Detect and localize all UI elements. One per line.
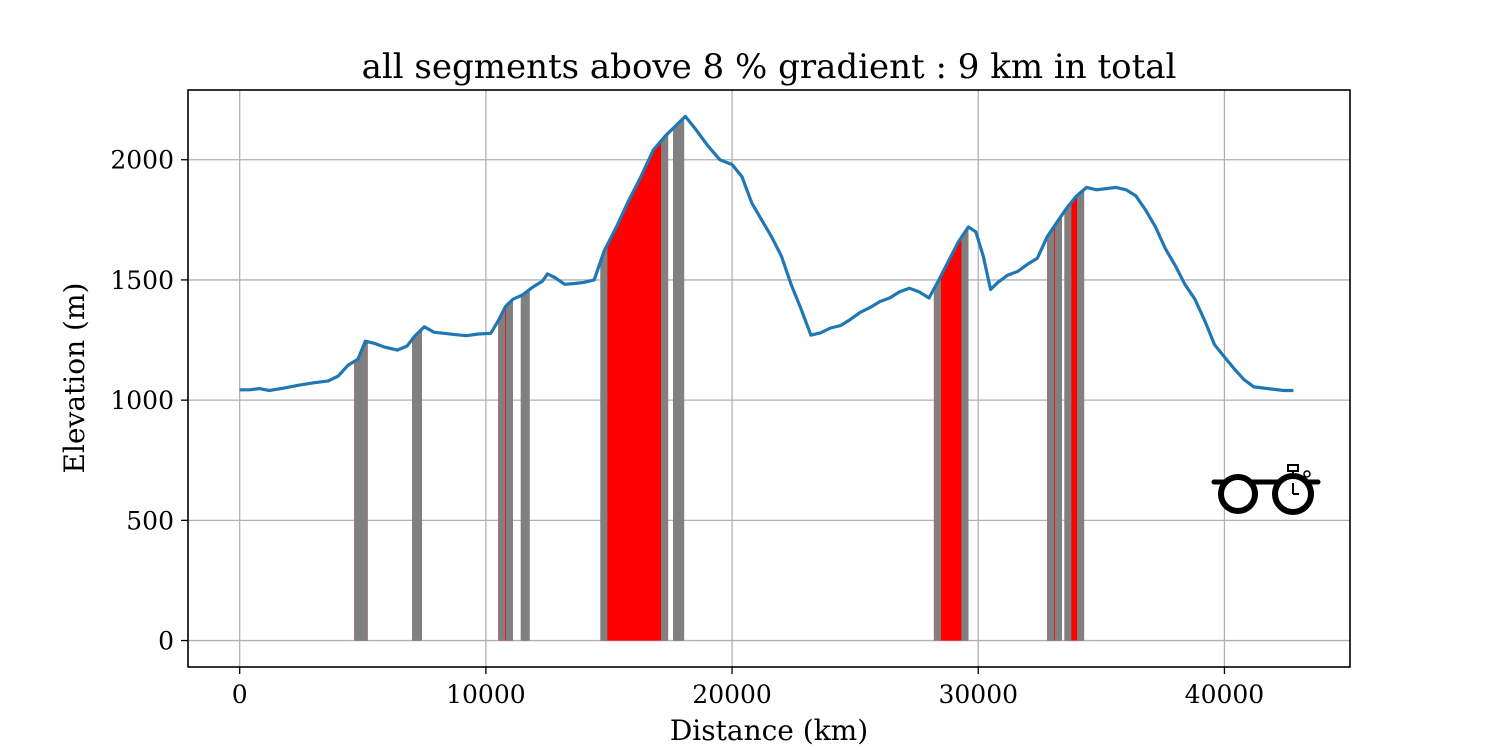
x-axis-label: Distance (km) — [670, 714, 868, 747]
steep-segment-0-right-border — [360, 341, 368, 641]
x-tick-label-2: 20000 — [692, 680, 772, 709]
steep-segment-2-right-border — [506, 299, 513, 641]
glasses-stopwatch-logo — [1211, 464, 1321, 515]
steep-segment-7-left-border — [1047, 226, 1055, 641]
steep-segment-5-right-border — [677, 117, 685, 641]
steep-segment-6-right-border — [961, 227, 969, 641]
plot-frame — [187, 89, 1351, 668]
steep-segment-6 — [933, 227, 969, 641]
y-tick-label-4: 2000 — [110, 146, 174, 175]
y-axis-ticks: 0 500 1000 1500 2000 — [110, 146, 188, 656]
steep-segment-8-left-border — [1064, 202, 1072, 641]
x-tick-label-0: 0 — [232, 680, 248, 709]
steep-segments — [354, 117, 1085, 641]
chart-title: all segments above 8 % gradient : 9 km i… — [362, 47, 1177, 87]
steep-segment-4-right-border — [661, 133, 669, 641]
x-tick-label-4: 40000 — [1185, 680, 1265, 709]
steep-segment-1-right-border — [414, 329, 422, 641]
stopwatch-button-icon — [1303, 470, 1311, 478]
y-tick-label-0: 0 — [158, 627, 174, 656]
grid-lines — [188, 90, 1350, 667]
glasses-lens-icon — [1218, 474, 1258, 514]
steep-segment-6-left-border — [933, 275, 941, 641]
y-tick-label-2: 1000 — [110, 386, 174, 415]
steep-segment-4 — [600, 133, 669, 641]
steep-segment-2-left-border — [498, 307, 506, 641]
x-axis-ticks: 0 10000 20000 30000 40000 — [232, 667, 1264, 709]
stopwatch-crown-icon — [1287, 464, 1299, 472]
steep-segment-3-right-border — [520, 291, 528, 641]
y-axis-label: Elevation (m) — [58, 283, 91, 474]
steep-segment-0-left-border — [354, 351, 362, 641]
x-tick-label-3: 30000 — [938, 680, 1018, 709]
steep-segment-7-right-border — [1055, 215, 1062, 641]
profile-line-group — [239, 114, 1294, 393]
y-tick-label-1: 500 — [126, 506, 174, 535]
elevation-profile-line — [239, 114, 1294, 393]
y-tick-label-3: 1500 — [110, 266, 174, 295]
steep-segment-4-left-border — [600, 244, 608, 641]
x-tick-label-1: 10000 — [446, 680, 526, 709]
steep-segment-8-right-border — [1077, 189, 1085, 641]
